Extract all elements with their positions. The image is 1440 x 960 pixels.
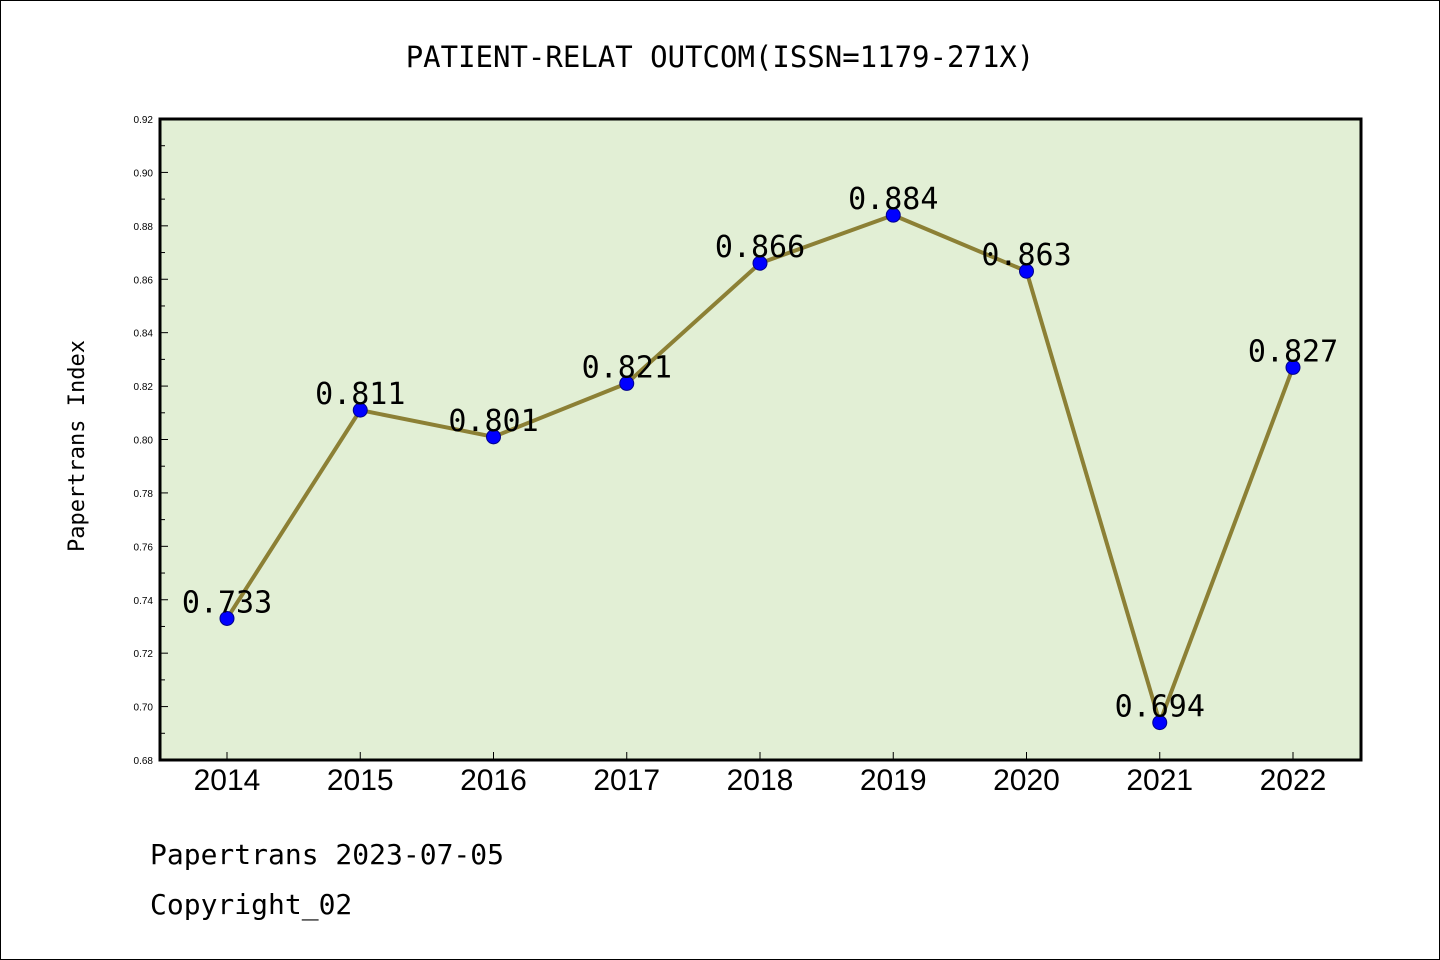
y-tick-label: 0.88: [134, 222, 154, 233]
data-label: 0.694: [1115, 690, 1205, 725]
plot-area: [158, 117, 1363, 762]
chart-title: PATIENT-RELAT OUTCOM(ISSN=1179-271X): [406, 40, 1035, 74]
y-tick-label: 0.82: [134, 382, 154, 393]
data-label: 0.733: [182, 585, 272, 620]
x-tick-label: 2015: [327, 764, 394, 797]
data-labels: 0.733 0.811 0.801 0.821 0.866 0.884 0.863 0.694…: [182, 182, 1338, 724]
data-point: [352, 402, 368, 418]
data-point: [219, 610, 235, 626]
y-tick-label: 0.78: [134, 489, 154, 500]
x-tick-label: 2018: [727, 764, 794, 797]
y-axis-label: Papertrans Index: [65, 340, 90, 552]
y-tick-label: 0.68: [134, 756, 154, 767]
x-tick-label: 2021: [1126, 764, 1193, 797]
y-tick-label: 0.86: [134, 275, 154, 286]
y-tick-label: 0.84: [134, 329, 154, 340]
data-label: 0.827: [1248, 334, 1338, 369]
x-tick-label: 2016: [460, 764, 527, 797]
y-axis: 0.68 0.70 0.72 0.74 0.76 0.78 0.80 0.82 0.84 0.86…: [134, 115, 168, 767]
y-tick-label: 0.74: [134, 596, 154, 607]
footer-date: Papertrans 2023-07-05: [150, 838, 504, 871]
y-tick-label: 0.90: [134, 168, 154, 179]
data-label: 0.866: [715, 230, 805, 265]
data-point: [1152, 715, 1168, 731]
y-tick-label: 0.70: [134, 703, 154, 714]
data-label: 0.811: [315, 377, 405, 412]
data-label: 0.863: [981, 238, 1071, 273]
x-tick-label: 2020: [993, 764, 1060, 797]
data-label: 0.884: [848, 182, 938, 217]
y-tick-label: 0.80: [134, 436, 154, 447]
y-tick-label: 0.72: [134, 649, 154, 660]
x-axis: 2014 2015 2016 2017 2018 2019 2020 2021 2022: [194, 752, 1327, 797]
x-tick-label: 2022: [1260, 764, 1327, 797]
x-tick-label: 2017: [593, 764, 660, 797]
data-point: [1019, 263, 1034, 279]
data-point: [885, 207, 901, 223]
x-tick-label: 2019: [860, 764, 927, 797]
data-point: [752, 255, 768, 271]
y-tick-label: 0.76: [134, 542, 154, 553]
data-point: [619, 375, 635, 391]
y-tick-label: 0.92: [134, 115, 154, 126]
data-markers: [219, 207, 1301, 731]
x-tick-label: 2014: [194, 764, 261, 797]
data-label: 0.821: [582, 350, 672, 385]
data-point: [486, 429, 501, 445]
data-point: [1285, 359, 1301, 375]
data-label: 0.801: [448, 404, 538, 439]
footer-copyright: Copyright_02: [150, 888, 352, 922]
